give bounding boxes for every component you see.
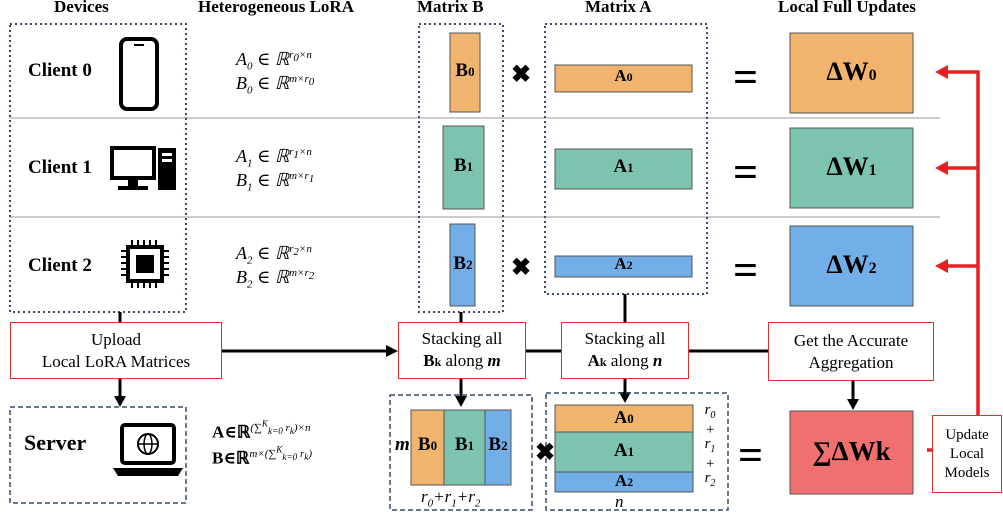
stacked-b2-label: B2 [488, 434, 508, 455]
update-line-1: Update [945, 426, 989, 443]
equals-symbol: = [733, 53, 759, 102]
stacked-b0-label: B0 [417, 434, 438, 455]
aggregation-line-2: Aggregation [808, 352, 894, 372]
server-dashed-box [9, 406, 187, 504]
upload-box: Upload Local LoRA Matrices [10, 322, 222, 379]
times-symbol: ✖ [535, 440, 556, 466]
server-a-def: A∈ℝ(∑Kk=0 rk)×n [212, 418, 311, 442]
header-matrix-a: Matrix A [585, 0, 652, 16]
stacked-b2-block [484, 409, 512, 486]
matrix-a0-block [554, 64, 693, 93]
lora-a2-def: A2 ∈ ℝr2×n [236, 243, 312, 267]
matrix-a2-block [554, 255, 693, 278]
server-b-def: B∈ℝm×(∑Kk=0 rk) [212, 444, 312, 468]
stacked-b1-label: B1 [454, 434, 475, 455]
matrix-b-dotted-box [418, 23, 504, 313]
stacking-b-line-2: Bk along m [423, 351, 501, 370]
matrix-b0-label: B0 [455, 60, 475, 81]
stacked-n-label: n [615, 492, 624, 511]
lora-b2-def: B2 ∈ ℝm×r2 [236, 267, 315, 291]
update-arrowheads [935, 65, 948, 273]
matrix-a1-block [554, 148, 693, 190]
times-symbol: ✖ [511, 255, 532, 281]
delta-w0-label: ΔW0 [826, 57, 877, 86]
stacked-b-rank-sum: r0+r1+r2 [421, 487, 481, 510]
matrix-b1-label: B1 [453, 155, 474, 176]
header-matrix-b: Matrix B [417, 0, 484, 16]
stacked-a1-label: A1 [613, 440, 635, 461]
delta-w0-block [789, 32, 914, 114]
matrix-a-dotted-box [544, 23, 708, 295]
lora-a1-def: A1 ∈ ℝr1×n [236, 146, 312, 170]
times-symbol: ✖ [511, 62, 532, 88]
update-line-3: Models [944, 464, 990, 481]
stacked-a2-label: A2 [614, 471, 634, 490]
laptop-globe-icon [113, 423, 183, 476]
delta-w2-label: ΔW2 [826, 250, 877, 279]
stacking-b-box: Stacking all Bk along m [398, 322, 526, 379]
matrix-b0-block [449, 32, 481, 113]
header-devices: Devices [54, 0, 109, 16]
client-0-label: Client 0 [28, 60, 92, 81]
stacking-a-line-2: Ak along n [587, 351, 663, 370]
matrix-b2-block [449, 223, 476, 307]
update-line-2: Local [949, 445, 985, 462]
desktop-computer-icon [110, 146, 176, 190]
server-label: Server [24, 430, 87, 455]
stacking-a-line-1: Stacking all [584, 329, 666, 348]
stacked-a2-block [554, 471, 694, 493]
flow-arrowheads [114, 345, 859, 410]
stacked-a-dashed-box [545, 392, 729, 511]
matrix-b2-label: B2 [453, 253, 473, 274]
aggregation-line-1: Get the Accurate [793, 330, 909, 350]
update-arrows [927, 70, 980, 452]
matrix-a2-label: A2 [614, 254, 633, 273]
matrix-b1-block [442, 125, 485, 210]
delta-w2-block [789, 225, 914, 307]
upload-line-2: Local LoRA Matrices [41, 351, 191, 371]
stacked-b-dashed-box [389, 394, 533, 511]
delta-w1-label: ΔW1 [826, 152, 877, 181]
equals-symbol: = [733, 246, 759, 295]
lora-b1-def: B1 ∈ ℝm×r1 [236, 170, 315, 194]
stacked-a-rank-sum: r0 + r1 + r2 [704, 402, 716, 490]
header-local-full-updates: Local Full Updates [778, 0, 916, 16]
upload-line-1: Upload [90, 329, 142, 349]
aggregation-box: Get the Accurate Aggregation [768, 322, 934, 381]
smartphone-icon [119, 37, 159, 111]
update-local-models-box: Update Local Models [932, 415, 1002, 493]
client-1-label: Client 1 [28, 157, 92, 178]
sum-delta-w-block [789, 410, 914, 495]
stacking-a-box: Stacking all Ak along n [561, 322, 689, 379]
equals-symbol: = [733, 148, 759, 197]
stacked-m-label: m [395, 434, 410, 455]
stacking-b-line-1: Stacking all [421, 329, 503, 348]
header-heterogeneous-lora: Heterogeneous LoRA [198, 0, 354, 16]
lora-b0-def: B0 ∈ ℝm×r0 [236, 73, 315, 97]
flow-lines [118, 294, 855, 401]
equals-symbol: = [738, 431, 764, 480]
client-2-label: Client 2 [28, 255, 92, 276]
chip-icon [121, 240, 169, 288]
stacked-a0-label: A0 [614, 407, 634, 427]
matrix-a1-label: A1 [613, 156, 634, 177]
matrix-a0-label: A0 [614, 66, 633, 85]
delta-w1-block [789, 127, 914, 209]
sum-delta-w-label: ∑ΔWk [812, 436, 891, 466]
devices-dotted-box [9, 23, 187, 313]
lora-a0-def: A0 ∈ ℝr0×n [236, 49, 312, 73]
